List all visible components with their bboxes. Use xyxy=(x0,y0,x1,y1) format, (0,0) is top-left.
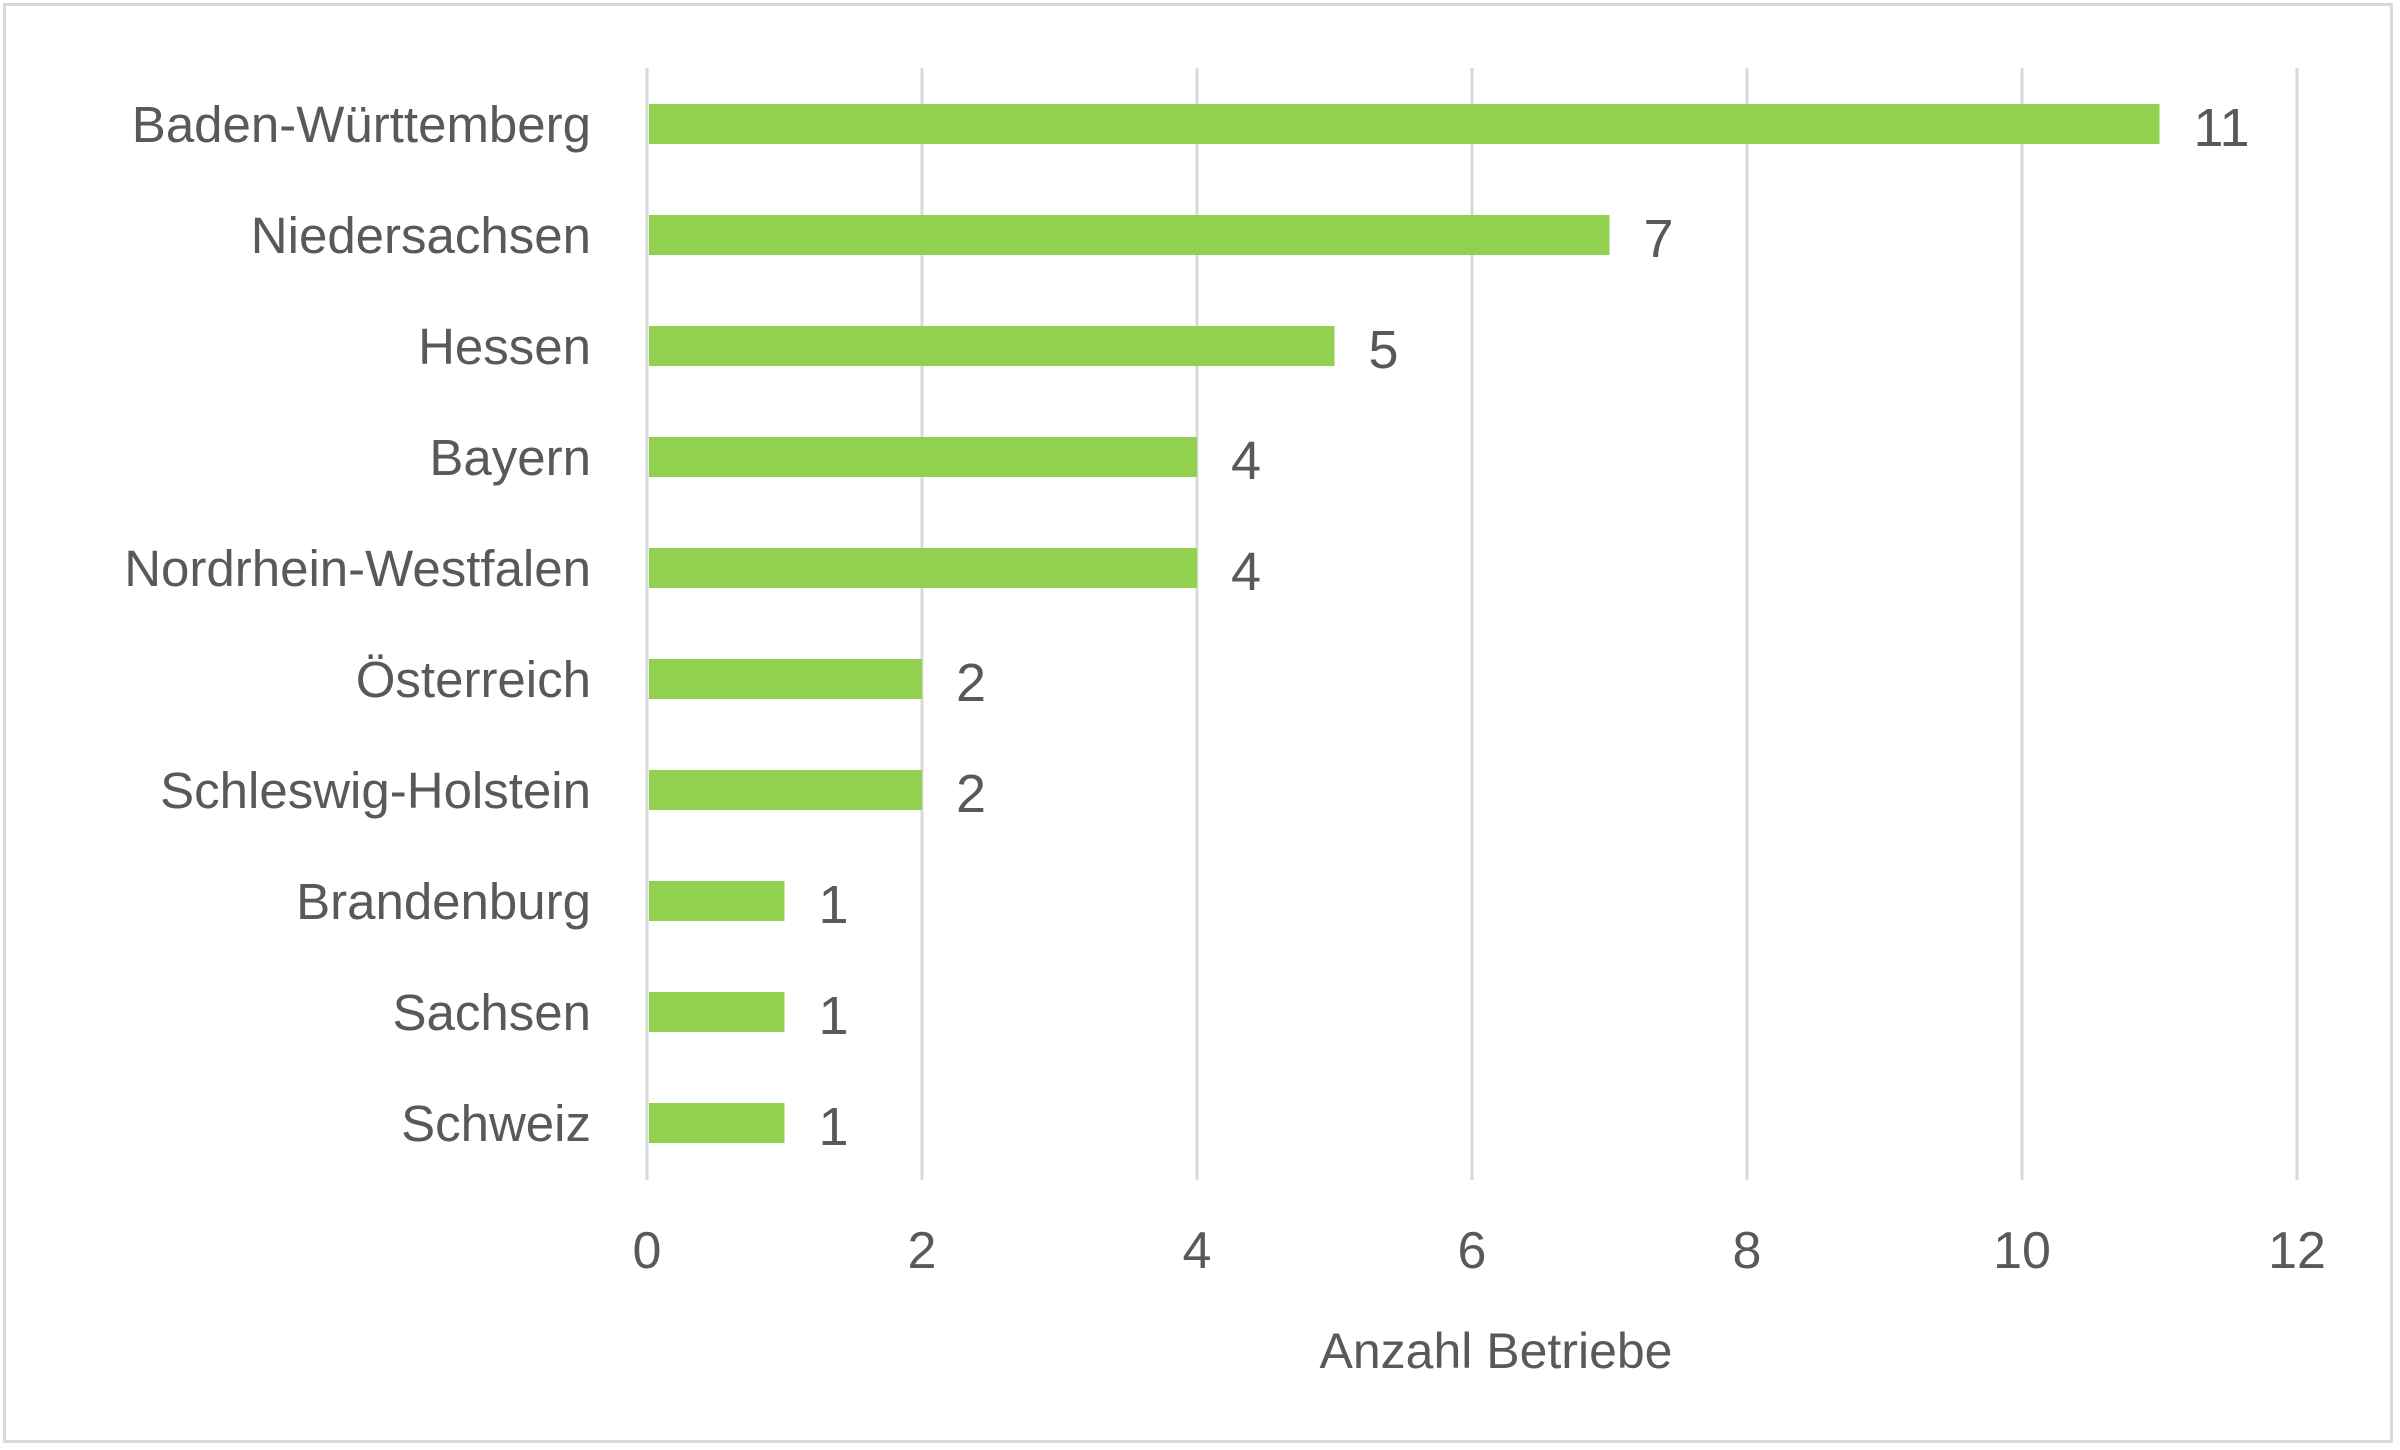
bar xyxy=(649,437,1197,477)
x-tick-label: 2 xyxy=(908,1222,937,1280)
data-label: 7 xyxy=(1644,209,1674,269)
data-label: 5 xyxy=(1369,320,1399,380)
bar xyxy=(649,659,922,699)
bar xyxy=(649,548,1197,588)
category-label: Nordrhein-Westfalen xyxy=(124,540,591,597)
bar xyxy=(649,992,785,1032)
category-label: Österreich xyxy=(356,651,591,708)
data-label: 2 xyxy=(956,764,986,824)
data-label: 1 xyxy=(819,875,849,935)
data-label: 4 xyxy=(1231,431,1261,491)
x-tick-label: 12 xyxy=(2268,1222,2326,1280)
bar xyxy=(649,215,1610,255)
bar xyxy=(649,770,922,810)
category-label: Bayern xyxy=(429,429,591,486)
data-label: 2 xyxy=(956,653,986,713)
x-tick-label: 4 xyxy=(1183,1222,1212,1280)
category-label: Schweiz xyxy=(401,1095,591,1152)
x-tick-label: 0 xyxy=(633,1222,662,1280)
data-label: 1 xyxy=(819,986,849,1046)
category-label: Schleswig-Holstein xyxy=(160,762,591,819)
bar xyxy=(649,104,2160,144)
x-tick-label: 6 xyxy=(1458,1222,1487,1280)
category-label: Niedersachsen xyxy=(251,207,591,264)
x-axis-title: Anzahl Betriebe xyxy=(1319,1323,1672,1379)
data-label: 1 xyxy=(819,1097,849,1157)
bar xyxy=(649,326,1335,366)
bar xyxy=(649,881,785,921)
x-tick-label: 8 xyxy=(1733,1222,1762,1280)
data-label: 11 xyxy=(2194,98,2250,158)
x-tick-label: 10 xyxy=(1993,1222,2051,1280)
category-label: Brandenburg xyxy=(296,873,591,930)
bar xyxy=(649,1103,785,1143)
data-label: 4 xyxy=(1231,542,1261,602)
category-label: Baden-Württemberg xyxy=(132,96,591,153)
category-label: Hessen xyxy=(418,318,591,375)
category-label: Sachsen xyxy=(393,984,591,1041)
